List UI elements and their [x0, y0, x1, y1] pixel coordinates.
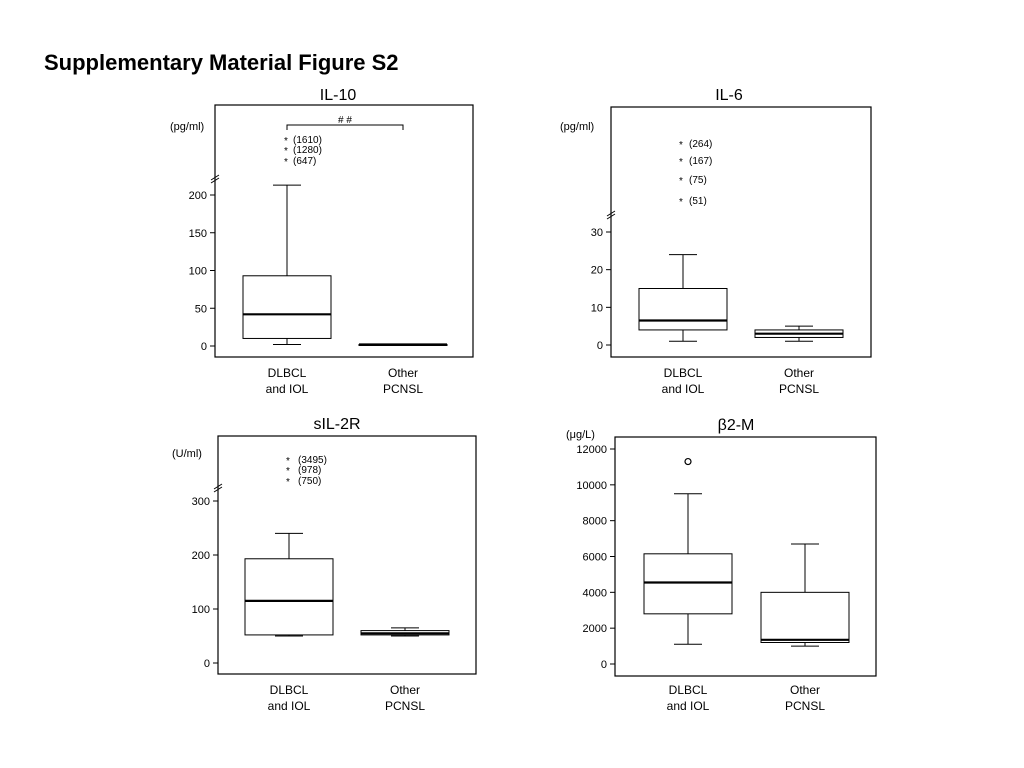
y-tick-label: 12000 — [576, 444, 607, 456]
axis-break-mark — [210, 174, 220, 181]
chart-title: IL-10 — [320, 87, 357, 104]
y-tick-label: 100 — [189, 266, 207, 278]
y-tick-label: 6000 — [583, 552, 607, 564]
x-category-label: PCNSL — [785, 699, 825, 713]
x-category-label: DLBCL — [268, 366, 307, 380]
x-category-label: Other — [784, 366, 814, 380]
outlier-marker: * — [679, 197, 683, 208]
x-category-label: Other — [390, 683, 420, 697]
x-category-label: PCNSL — [385, 699, 425, 713]
chart-panel-4: β2-M (μg/L) 0 2000 4000 6000 8000 10000 12000 DLB… — [566, 417, 877, 713]
chart-title: IL-6 — [715, 87, 743, 104]
outlier-label: (75) — [689, 175, 707, 186]
outlier-marker: * — [286, 456, 290, 467]
chart-panel-2: IL-6 (pg/ml) 0 10 20 30 DLBCL and IOL Other PCNSL… — [560, 87, 872, 396]
axis-break-mark — [210, 177, 220, 184]
y-unit-label: (pg/ml) — [560, 121, 594, 133]
outlier-label: (3495) — [298, 455, 327, 466]
outlier-point — [684, 457, 692, 466]
outlier-marker: * — [284, 157, 288, 168]
outlier-marker: * — [679, 157, 683, 168]
y-tick-label: 200 — [189, 190, 207, 202]
outlier-label: (51) — [689, 196, 707, 207]
y-unit-label: (U/ml) — [172, 448, 202, 460]
iqr-box — [643, 553, 733, 615]
outlier-label: (1280) — [293, 145, 322, 156]
outlier-marker: * — [286, 466, 290, 477]
y-tick-label: 20 — [591, 265, 603, 277]
y-tick-label: 0 — [204, 658, 210, 670]
iqr-box — [638, 288, 728, 331]
y-unit-label: (μg/L) — [566, 429, 595, 441]
iqr-box — [760, 591, 850, 643]
x-category-label: Other — [388, 366, 418, 380]
y-tick-label: 300 — [192, 496, 210, 508]
y-tick-label: 30 — [591, 227, 603, 239]
y-tick-label: 0 — [201, 341, 207, 353]
plot-frame — [217, 435, 477, 675]
axis-break-mark — [213, 486, 223, 493]
plot-frame — [214, 104, 474, 358]
axis-break-mark — [606, 213, 616, 220]
y-tick-label: 150 — [189, 228, 207, 240]
outlier-marker: * — [284, 146, 288, 157]
iqr-box — [244, 558, 334, 636]
y-tick-label: 50 — [195, 303, 207, 315]
x-category-label: and IOL — [268, 699, 311, 713]
y-tick-label: 0 — [601, 659, 607, 671]
y-tick-label: 200 — [192, 550, 210, 562]
y-tick-label: 10 — [591, 302, 603, 314]
outlier-marker: * — [284, 136, 288, 147]
chart-title: sIL-2R — [313, 416, 360, 433]
outlier-label: (167) — [689, 156, 712, 167]
outlier-marker: * — [679, 176, 683, 187]
outlier-label: (750) — [298, 476, 321, 487]
axis-break-mark — [606, 210, 616, 217]
x-category-label: DLBCL — [669, 683, 708, 697]
outlier-label: (1610) — [293, 135, 322, 146]
x-category-label: PCNSL — [383, 382, 423, 396]
iqr-box — [242, 275, 332, 339]
significance-label: # # — [338, 115, 352, 126]
outlier-marker: * — [286, 477, 290, 488]
y-tick-label: 2000 — [583, 623, 607, 635]
y-tick-label: 10000 — [576, 480, 607, 492]
x-category-label: and IOL — [266, 382, 309, 396]
x-category-label: DLBCL — [664, 366, 703, 380]
significance-bracket — [286, 124, 404, 130]
y-tick-label: 4000 — [583, 587, 607, 599]
chart-panel-1: IL-10 (pg/ml) 0 50 100 150 200 DLBCL and IOL Othe… — [170, 87, 474, 396]
outlier-marker: * — [679, 140, 683, 151]
chart-title: β2-M — [718, 417, 755, 434]
y-tick-label: 8000 — [583, 516, 607, 528]
x-category-label: Other — [790, 683, 820, 697]
x-category-label: DLBCL — [270, 683, 309, 697]
chart-panel-3: sIL-2R (U/ml) 0 100 200 300 DLBCL and IOL Other P… — [172, 416, 477, 713]
outlier-label: (647) — [293, 156, 316, 167]
x-category-label: PCNSL — [779, 382, 819, 396]
axis-break-mark — [213, 483, 223, 490]
page-title: Supplementary Material Figure S2 — [44, 50, 399, 75]
y-unit-label: (pg/ml) — [170, 121, 204, 133]
x-category-label: and IOL — [662, 382, 705, 396]
x-category-label: and IOL — [667, 699, 710, 713]
y-tick-label: 100 — [192, 604, 210, 616]
y-tick-label: 0 — [597, 340, 603, 352]
outlier-label: (264) — [689, 139, 712, 150]
outlier-label: (978) — [298, 465, 321, 476]
